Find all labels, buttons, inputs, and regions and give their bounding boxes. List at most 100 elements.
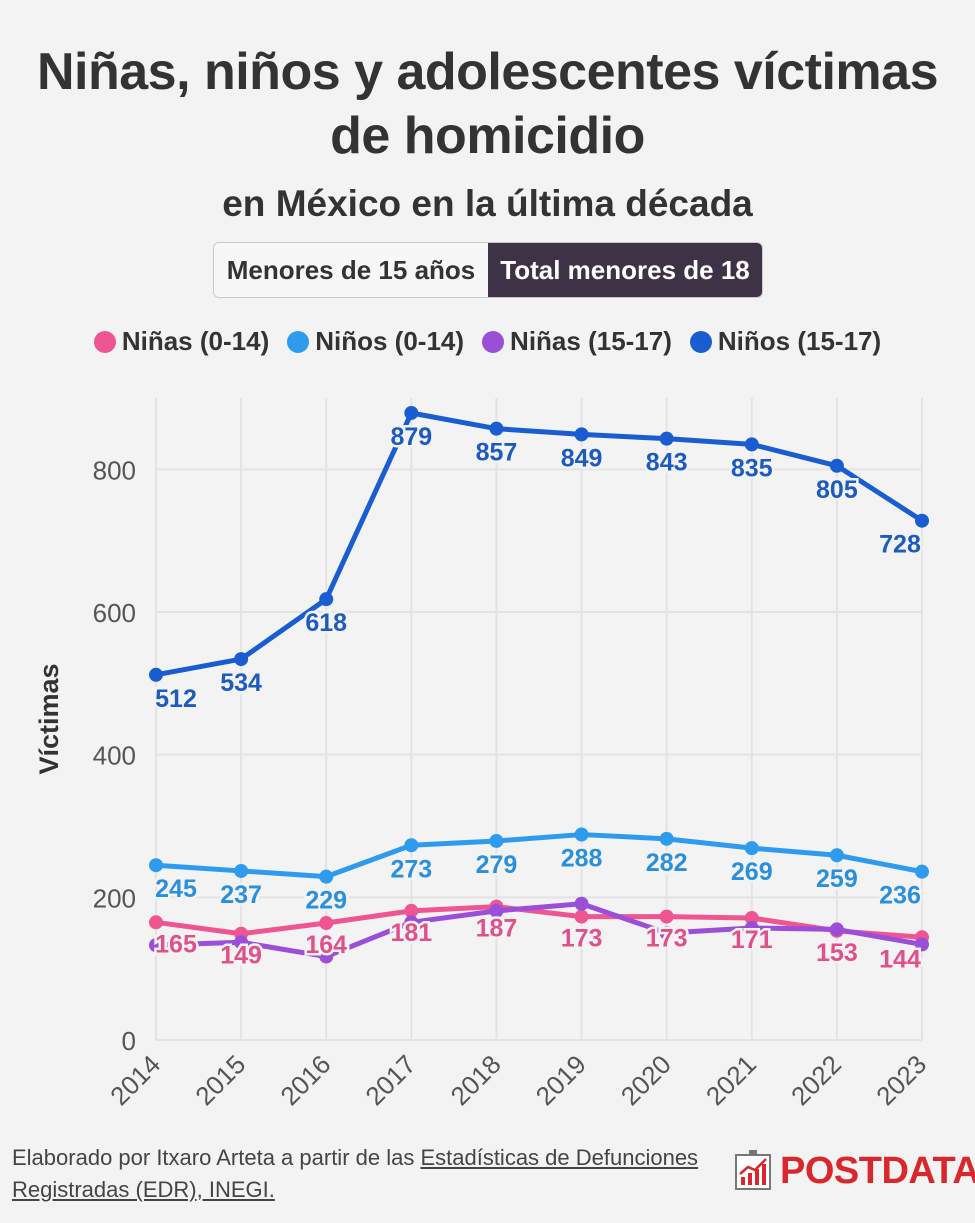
data-point-ninos_15_17 xyxy=(659,431,674,446)
data-label-ninos_0_14: 245 xyxy=(155,875,197,903)
legend-item-ninos-15-17[interactable]: Niños (15-17) xyxy=(689,326,882,357)
x-tick-label: 2016 xyxy=(274,1049,336,1111)
legend-dot-icon xyxy=(287,330,310,353)
data-label-ninos_15_17: 805 xyxy=(816,476,858,504)
legend-item-ninas-0-14[interactable]: Niñas (0-14) xyxy=(93,326,270,357)
data-point-ninos_15_17 xyxy=(404,405,419,420)
x-tick-label: 2020 xyxy=(615,1049,677,1111)
legend-label: Niñas (15-17) xyxy=(510,326,672,356)
data-point-ninos_0_14 xyxy=(319,869,334,884)
series-line-ninas_0_14 xyxy=(153,904,925,940)
data-point-ninos_15_17 xyxy=(744,437,759,452)
data-point-ninas_15_17 xyxy=(659,926,674,940)
data-point-ninas_15_17 xyxy=(489,903,504,918)
data-label-ninas_0_14: 165 xyxy=(155,930,197,958)
data-label-ninos_15_17: 879 xyxy=(390,423,432,451)
data-label-ninas_0_14: 187 xyxy=(476,915,518,943)
tab-total-menores-18[interactable]: Total menores de 18 xyxy=(488,243,762,297)
legend-dot-icon xyxy=(93,330,116,353)
data-label-ninos_15_17: 534 xyxy=(220,669,262,697)
legend-label: Niñas (0-14) xyxy=(121,326,270,356)
series-line-ninas_15_17 xyxy=(153,901,925,960)
data-point-ninas_15_17 xyxy=(149,938,163,953)
data-point-ninos_0_14 xyxy=(915,864,929,879)
data-label-ninos_0_14: 282 xyxy=(646,849,688,877)
y-tick-label: 400 xyxy=(93,741,136,771)
data-point-ninos_15_17 xyxy=(234,652,249,667)
chart-subtitle: en México en la última década xyxy=(222,183,753,224)
data-point-ninas_0_14 xyxy=(404,903,419,918)
data-point-ninas_0_14 xyxy=(149,915,163,930)
data-point-ninos_0_14 xyxy=(829,848,844,863)
data-label-ninas_0_14: 149 xyxy=(220,942,262,970)
data-point-ninos_15_17 xyxy=(319,592,334,607)
data-point-ninas_15_17 xyxy=(744,921,759,936)
data-point-ninas_15_17 xyxy=(829,922,844,937)
legend-item-ninos-0-14[interactable]: Niños (0-14) xyxy=(287,326,464,357)
tab-menores-15[interactable]: Menores de 15 años xyxy=(214,243,488,297)
data-label-ninos_0_14: 269 xyxy=(731,858,773,886)
data-point-ninas_0_14 xyxy=(574,909,589,924)
x-tick-label: 2015 xyxy=(189,1049,251,1111)
data-point-ninos_0_14 xyxy=(574,827,589,842)
data-label-ninos_15_17: 857 xyxy=(476,439,518,467)
data-point-ninas_0_14 xyxy=(319,916,334,931)
data-label-ninas_0_14: 173 xyxy=(561,925,603,953)
y-tick-label: 0 xyxy=(122,1026,136,1056)
x-tick-label: 2018 xyxy=(445,1049,507,1111)
chart-logo-icon xyxy=(735,1150,771,1190)
data-point-ninos_0_14 xyxy=(149,858,163,873)
legend-label: Niños (0-14) xyxy=(315,326,465,356)
legend-label: Niños (15-17) xyxy=(717,326,882,356)
data-label-ninos_0_14: 259 xyxy=(816,865,858,893)
chart-title: Niñas, niños y adolescentes víctimas de … xyxy=(0,40,975,168)
data-label-ninas_0_14: 173 xyxy=(646,925,688,953)
legend-item-ninas-15-17[interactable]: Niñas (15-17) xyxy=(482,326,672,357)
x-tick-label: 2019 xyxy=(530,1049,592,1111)
data-point-ninas_0_14 xyxy=(659,909,674,924)
data-point-ninos_15_17 xyxy=(915,513,929,528)
y-tick-label: 200 xyxy=(93,883,136,913)
series-line-ninos_0_14 xyxy=(153,832,925,880)
data-point-ninas_0_14 xyxy=(744,911,759,926)
source-note: Elaborado por Itxaro Arteta a partir de … xyxy=(12,1142,722,1206)
brand-name: POSTDATA xyxy=(780,1149,975,1192)
source-link[interactable]: Estadísticas de Defunciones Registradas … xyxy=(12,1145,699,1202)
data-label-ninas_0_14: 181 xyxy=(390,919,432,947)
legend: Niñas (0-14) Niños (0-14) Niñas (15-17) … xyxy=(0,326,975,357)
y-tick-label: 600 xyxy=(93,598,136,628)
data-label-ninos_15_17: 843 xyxy=(646,449,688,477)
data-point-ninos_0_14 xyxy=(234,863,249,878)
x-tick-label: 2021 xyxy=(700,1049,762,1111)
data-point-ninos_15_17 xyxy=(574,427,589,442)
data-point-ninos_0_14 xyxy=(404,838,419,853)
x-tick-label: 2017 xyxy=(359,1049,421,1111)
legend-dot-icon xyxy=(689,330,712,353)
data-label-ninos_0_14: 236 xyxy=(879,882,921,910)
title-line-1: Niñas, niños y adolescentes víctimas xyxy=(36,43,939,101)
data-label-ninos_15_17: 835 xyxy=(731,454,773,482)
data-label-ninas_0_14: 164 xyxy=(305,931,347,959)
data-point-ninas_15_17 xyxy=(234,935,249,950)
data-label-ninos_15_17: 849 xyxy=(561,444,603,472)
data-point-ninos_0_14 xyxy=(744,841,759,856)
data-label-ninas_0_14: 144 xyxy=(879,945,921,973)
data-point-ninas_15_17 xyxy=(319,949,334,964)
data-point-ninos_15_17 xyxy=(149,667,163,682)
data-point-ninas_15_17 xyxy=(404,915,419,930)
data-label-ninos_15_17: 728 xyxy=(879,531,921,559)
view-toggle: Menores de 15 años Total menores de 18 xyxy=(213,242,763,298)
data-point-ninos_15_17 xyxy=(489,421,504,436)
brand-logo: POSTDATA xyxy=(734,1148,975,1194)
data-label-ninos_0_14: 229 xyxy=(305,887,347,915)
legend-dot-icon xyxy=(482,330,505,353)
data-label-ninos_0_14: 279 xyxy=(476,851,518,879)
data-label-ninos_15_17: 618 xyxy=(305,609,347,637)
x-tick-label: 2014 xyxy=(104,1049,166,1111)
data-point-ninas_15_17 xyxy=(574,896,589,911)
data-label-ninos_15_17: 512 xyxy=(155,685,197,713)
data-label-ninos_0_14: 273 xyxy=(390,855,432,883)
y-tick-label: 800 xyxy=(93,455,136,485)
title-line-2: de homicidio xyxy=(330,107,645,165)
data-label-ninos_0_14: 288 xyxy=(561,845,603,873)
